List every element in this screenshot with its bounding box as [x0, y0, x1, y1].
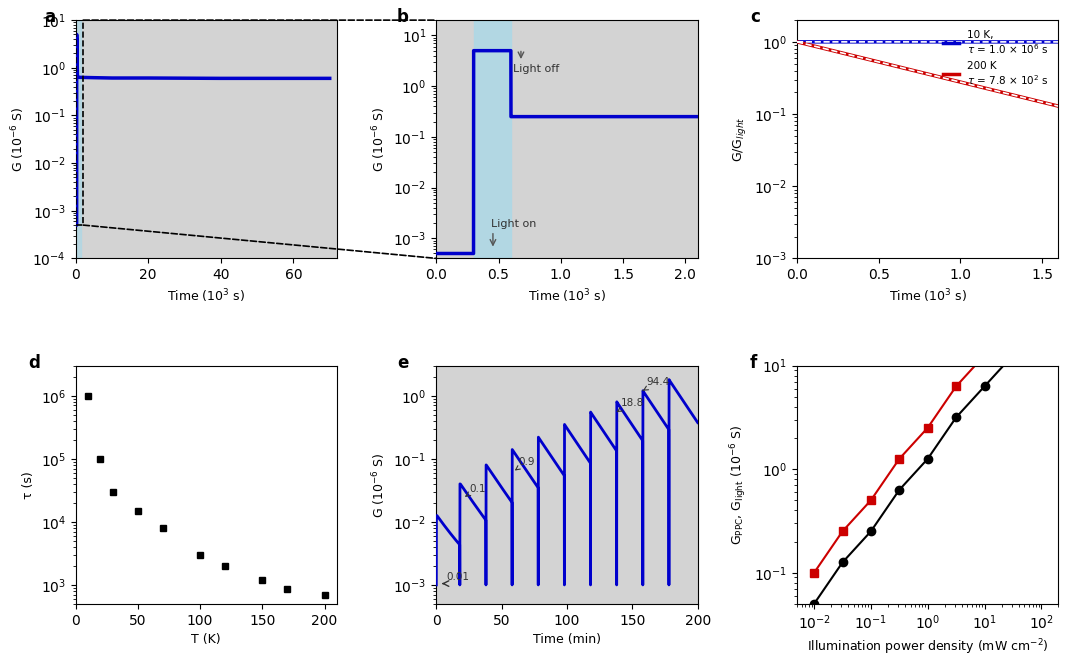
Y-axis label: G (10$^{-6}$ S): G (10$^{-6}$ S): [10, 107, 27, 172]
Text: Light on: Light on: [491, 219, 537, 229]
Y-axis label: τ (s): τ (s): [22, 471, 35, 499]
X-axis label: T (K): T (K): [191, 633, 221, 646]
Text: b: b: [397, 8, 409, 26]
X-axis label: Time (10$^3$ s): Time (10$^3$ s): [889, 288, 967, 305]
Text: e: e: [397, 354, 408, 372]
Bar: [474, 20, 511, 258]
Text: 94.4: 94.4: [643, 376, 670, 391]
Bar: [76, 20, 81, 258]
Text: Light off: Light off: [513, 64, 559, 74]
X-axis label: Illumination power density (mW cm$^{-2}$): Illumination power density (mW cm$^{-2}$…: [807, 637, 1049, 658]
Text: 0.1: 0.1: [465, 484, 486, 496]
Text: 0.01: 0.01: [447, 572, 470, 582]
Legend: 10 K,
$\tau$ = 1.0 × 10$^6$ s, 200 K
$\tau$ = 7.8 × 10$^2$ s: 10 K, $\tau$ = 1.0 × 10$^6$ s, 200 K $\t…: [940, 25, 1053, 91]
X-axis label: Time (10$^3$ s): Time (10$^3$ s): [528, 288, 606, 305]
Text: d: d: [28, 354, 40, 372]
Y-axis label: G/G$_{light}$: G/G$_{light}$: [731, 117, 748, 162]
X-axis label: Time (min): Time (min): [534, 633, 600, 646]
Text: c: c: [750, 8, 760, 26]
Text: 0.9: 0.9: [515, 457, 536, 470]
Text: f: f: [750, 354, 757, 372]
Text: a: a: [44, 8, 55, 26]
Y-axis label: G$_{\rm PPC}$, G$_{\rm light}$ (10$^{-6}$ S): G$_{\rm PPC}$, G$_{\rm light}$ (10$^{-6}…: [728, 425, 748, 545]
Y-axis label: G (10$^{-6}$ S): G (10$^{-6}$ S): [370, 107, 388, 172]
X-axis label: Time (10$^3$ s): Time (10$^3$ s): [167, 288, 245, 305]
Y-axis label: G (10$^{-6}$ S): G (10$^{-6}$ S): [370, 452, 388, 517]
Text: 18.8: 18.8: [617, 397, 644, 412]
